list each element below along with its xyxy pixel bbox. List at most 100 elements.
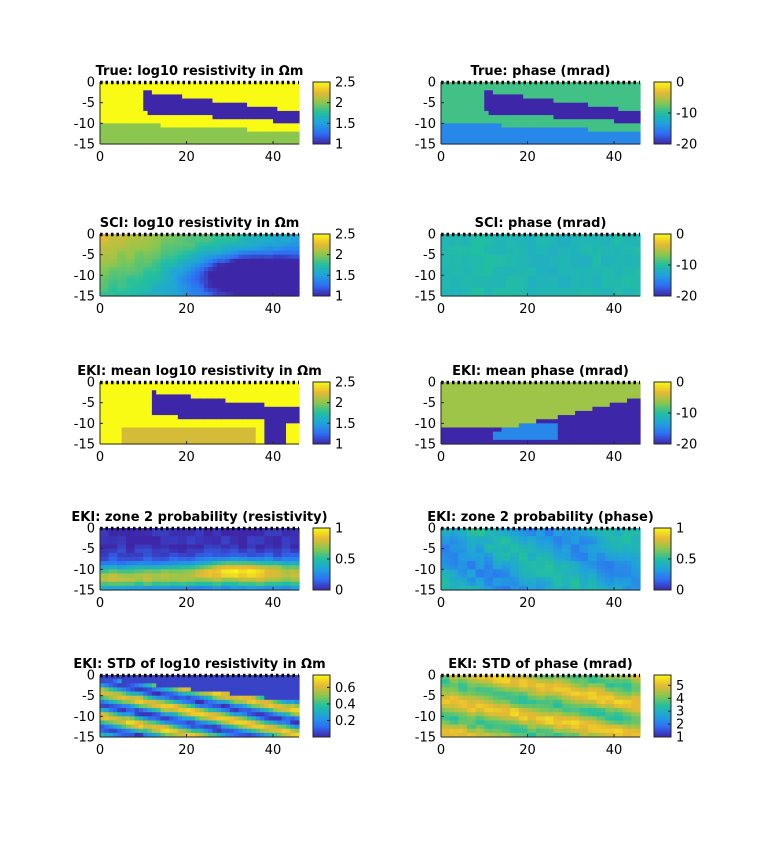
heatmap-cell	[221, 435, 227, 441]
heatmap-cell	[143, 238, 149, 243]
heatmap-cell	[138, 246, 144, 252]
heatmap-cell	[255, 398, 261, 404]
heatmap-cell	[255, 427, 261, 433]
heatmap-cell	[121, 569, 127, 575]
heatmap-cell	[125, 238, 131, 243]
colorbar-step	[654, 247, 671, 250]
heatmap-cell	[575, 435, 581, 441]
colorbar-step	[313, 88, 330, 91]
heatmap-cell	[177, 115, 183, 120]
heatmap-cell	[169, 98, 175, 104]
heatmap-cell	[618, 102, 624, 108]
heatmap-cell	[208, 540, 214, 546]
heatmap-cell	[286, 415, 291, 420]
heatmap-cell	[268, 135, 274, 141]
heatmap-cell	[229, 291, 235, 297]
heatmap-cell	[627, 262, 632, 268]
heatmap-cell	[108, 131, 114, 137]
heatmap-cell	[609, 94, 615, 100]
heatmap-cell	[251, 275, 257, 281]
heatmap-cell	[130, 98, 136, 104]
heatmap-cell	[112, 110, 118, 116]
colorbar-tick-label: -20	[676, 438, 697, 453]
heatmap-cell	[169, 439, 175, 445]
heatmap-cell	[592, 234, 598, 239]
heatmap-cell	[195, 82, 201, 87]
heatmap-cell	[449, 291, 455, 297]
heatmap-cell	[208, 390, 214, 395]
heatmap-cell	[479, 382, 485, 387]
heatmap-cell	[635, 394, 641, 400]
heatmap-cell	[277, 431, 283, 437]
heatmap-cell	[575, 275, 581, 281]
heatmap-cell	[121, 552, 127, 558]
heatmap-cell	[627, 123, 632, 129]
heatmap-cell	[549, 238, 555, 243]
heatmap-cell	[100, 106, 105, 112]
heatmap-cell	[143, 82, 149, 87]
heatmap-cell	[592, 267, 598, 272]
heatmap-cell	[294, 283, 300, 289]
heatmap-cell	[527, 131, 533, 137]
heatmap-cell	[488, 283, 494, 289]
heatmap-cell	[453, 423, 459, 429]
heatmap-cell	[497, 123, 503, 129]
heatmap-cell	[453, 127, 459, 133]
heatmap-cell	[169, 398, 175, 404]
heatmap-cell	[518, 106, 524, 112]
heatmap-cell	[471, 90, 477, 95]
heatmap-cell	[614, 410, 619, 416]
heatmap-cell	[190, 275, 196, 281]
heatmap-cell	[575, 254, 581, 260]
heatmap-cell	[609, 431, 615, 437]
colorbar: 2.521.51	[312, 228, 356, 305]
heatmap-cell	[488, 382, 494, 387]
heatmap-cell	[501, 419, 507, 424]
heatmap-cell	[177, 275, 183, 281]
heatmap-cell	[108, 561, 114, 566]
heatmap-cell	[453, 415, 459, 420]
heatmap-cell	[221, 90, 227, 95]
heatmap-cell	[203, 569, 209, 575]
heatmap-cell	[453, 254, 459, 260]
heatmap-cell	[605, 139, 611, 145]
heatmap-cell	[229, 94, 235, 100]
heatmap-cell	[445, 398, 451, 404]
heatmap-cell	[203, 287, 209, 293]
heatmap-cell	[596, 246, 602, 252]
heatmap-cell	[514, 267, 520, 272]
heatmap-cell	[294, 90, 300, 95]
heatmap-cell	[540, 435, 546, 441]
colorbar-step	[654, 288, 671, 291]
y-tick-label: -10	[74, 269, 95, 284]
heatmap-cell	[281, 115, 287, 120]
heatmap-cell	[260, 106, 265, 112]
heatmap-cell	[268, 283, 274, 289]
heatmap-cell	[475, 139, 481, 145]
colorbar-step	[654, 255, 671, 258]
heatmap-cell	[570, 258, 576, 264]
heatmap-cell	[268, 119, 274, 124]
heatmap-cell	[277, 415, 283, 420]
heatmap-cell	[177, 423, 183, 429]
heatmap-cell	[592, 262, 598, 268]
heatmap-cell	[290, 102, 296, 108]
heatmap-cell	[281, 431, 287, 437]
heatmap-cell	[134, 254, 140, 260]
heatmap-cell	[173, 581, 179, 587]
heatmap-cell	[164, 419, 170, 424]
heatmap-cell	[182, 131, 188, 137]
heatmap-cell	[557, 258, 563, 264]
heatmap-cell	[104, 410, 110, 416]
heatmap-cell	[156, 94, 162, 100]
heatmap-cell	[518, 402, 524, 408]
heatmap-cell	[164, 258, 170, 264]
heatmap-cell	[579, 238, 585, 243]
heatmap-cell	[147, 581, 153, 587]
heatmap-cell	[523, 139, 529, 145]
heatmap-cell	[622, 135, 628, 141]
heatmap-cell	[208, 423, 214, 429]
heatmap-cell	[199, 398, 205, 404]
heatmap-cell	[583, 139, 589, 145]
heatmap-cell	[510, 98, 516, 104]
